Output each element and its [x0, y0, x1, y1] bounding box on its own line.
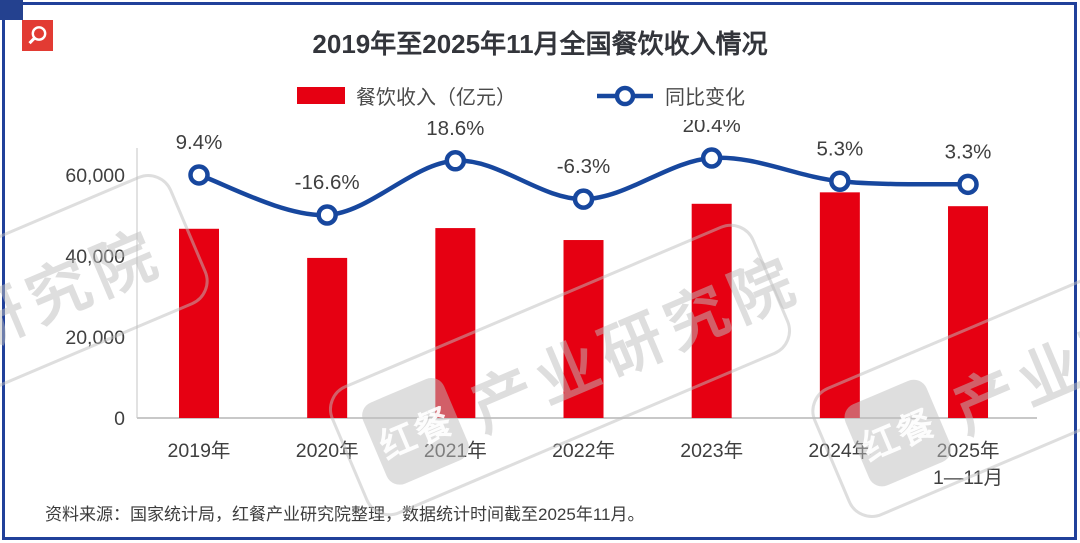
bar-legend-swatch [297, 87, 345, 104]
svg-text:20.4%: 20.4% [683, 120, 741, 137]
line-legend-swatch [596, 84, 654, 108]
svg-text:60,000: 60,000 [65, 165, 125, 187]
legend-label-revenue: 餐饮收入（亿元） [356, 87, 516, 109]
legend-item-yoy: 同比变化 [596, 81, 745, 110]
legend-label-yoy: 同比变化 [665, 87, 745, 109]
magnifier-icon [22, 20, 53, 51]
svg-text:0: 0 [114, 408, 125, 430]
svg-text:9.4%: 9.4% [176, 131, 223, 154]
svg-text:2024年: 2024年 [808, 440, 871, 462]
svg-text:18.6%: 18.6% [426, 120, 484, 140]
svg-text:-6.3%: -6.3% [557, 155, 611, 178]
svg-text:2021年: 2021年 [424, 440, 487, 462]
svg-text:-16.6%: -16.6% [295, 171, 360, 194]
corner-accent-square [0, 0, 23, 20]
svg-text:2023年: 2023年 [680, 440, 743, 462]
svg-text:20,000: 20,000 [65, 327, 125, 349]
svg-text:2019年: 2019年 [168, 440, 231, 462]
svg-text:3.3%: 3.3% [945, 140, 992, 163]
svg-text:2020年: 2020年 [296, 440, 359, 462]
svg-text:1—11月: 1—11月 [933, 467, 1003, 489]
svg-text:2025年: 2025年 [937, 440, 1000, 462]
svg-text:2022年: 2022年 [552, 440, 615, 462]
legend-item-revenue: 餐饮收入（亿元） [297, 81, 516, 110]
source-note: 资料来源：国家统计局，红餐产业研究院整理，数据统计时间截至2025年11月。 [45, 505, 645, 524]
chart-title: 2019年至2025年11月全国餐饮收入情况 [312, 29, 768, 59]
svg-text:40,000: 40,000 [65, 246, 125, 268]
combo-chart: 0 20,000 40,000 60,000 9.4% -16.6% 18.6% -6.3% 2… [65, 120, 1037, 489]
svg-text:5.3%: 5.3% [816, 137, 863, 160]
